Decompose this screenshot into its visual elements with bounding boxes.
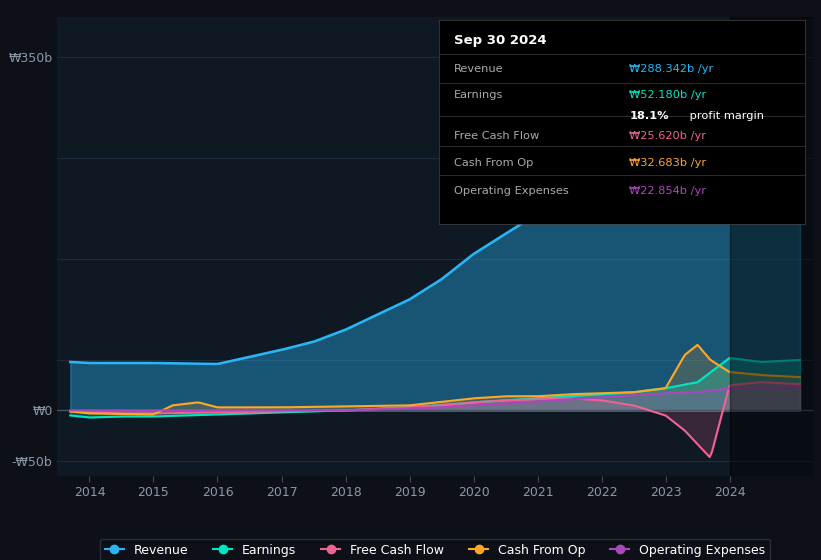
Text: 18.1%: 18.1% bbox=[629, 111, 669, 120]
Text: Revenue: Revenue bbox=[454, 64, 503, 74]
Text: ₩32.683b /yr: ₩32.683b /yr bbox=[629, 158, 706, 167]
Text: Free Cash Flow: Free Cash Flow bbox=[454, 131, 539, 141]
Legend: Revenue, Earnings, Free Cash Flow, Cash From Op, Operating Expenses: Revenue, Earnings, Free Cash Flow, Cash … bbox=[100, 539, 770, 560]
Text: Earnings: Earnings bbox=[454, 90, 503, 100]
Text: ₩25.620b /yr: ₩25.620b /yr bbox=[629, 131, 706, 141]
Text: profit margin: profit margin bbox=[686, 111, 764, 120]
Text: Cash From Op: Cash From Op bbox=[454, 158, 533, 167]
Bar bbox=[730, 17, 813, 476]
Text: ₩52.180b /yr: ₩52.180b /yr bbox=[629, 90, 706, 100]
Text: Operating Expenses: Operating Expenses bbox=[454, 186, 569, 197]
Text: ₩22.854b /yr: ₩22.854b /yr bbox=[629, 186, 706, 197]
Text: ₩288.342b /yr: ₩288.342b /yr bbox=[629, 64, 713, 74]
Text: Sep 30 2024: Sep 30 2024 bbox=[454, 34, 547, 47]
